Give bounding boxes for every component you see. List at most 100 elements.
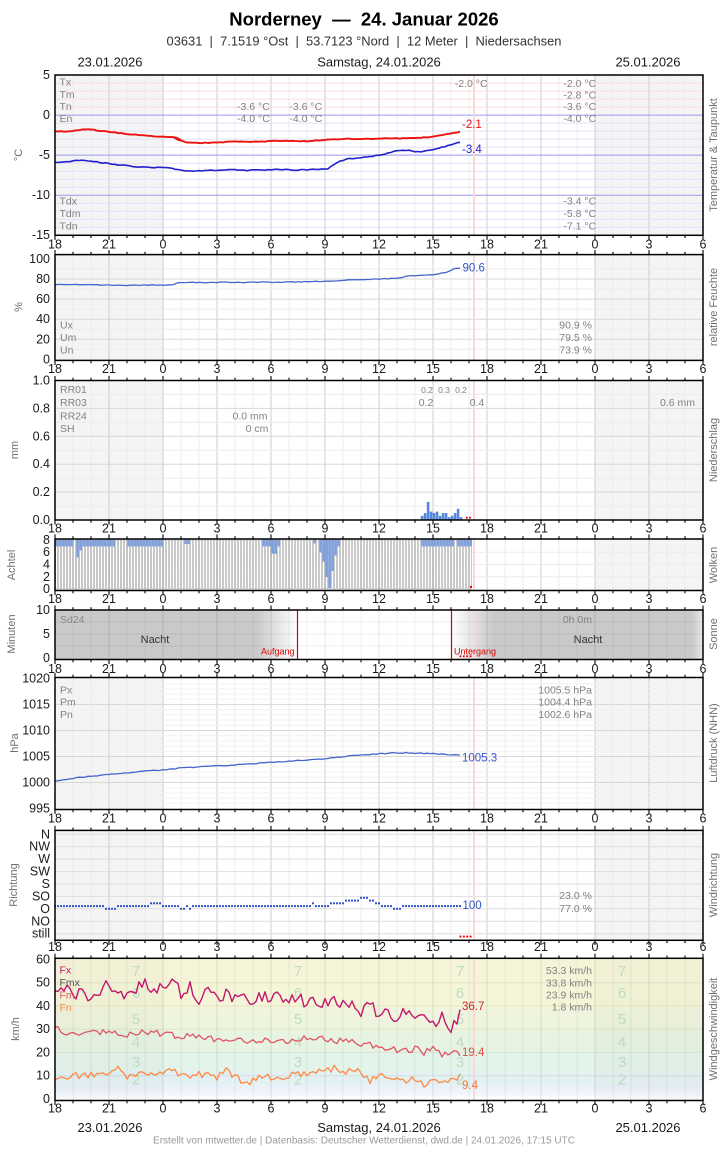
svg-text:19.4: 19.4 [462,1047,485,1059]
svg-text:Sd24: Sd24 [60,614,85,626]
svg-text:20: 20 [36,1045,50,1059]
svg-text:6: 6 [294,985,302,1002]
svg-text:23.01.2026: 23.01.2026 [77,1120,142,1135]
svg-text:3: 3 [294,1054,302,1071]
svg-text:0: 0 [160,362,167,376]
svg-text:Px: Px [60,684,73,696]
svg-text:0: 0 [160,237,167,251]
svg-text:12: 12 [372,237,386,251]
svg-text:18: 18 [480,1101,494,1115]
svg-text:SW: SW [30,865,50,879]
svg-text:0.2: 0.2 [455,385,467,395]
svg-text:0: 0 [592,1101,599,1115]
svg-text:Temperatur & Taupunkt: Temperatur & Taupunkt [708,98,720,212]
svg-text:-7.1 °C: -7.1 °C [563,220,596,232]
svg-text:N: N [41,827,50,841]
svg-text:km/h: km/h [10,1017,22,1041]
svg-text:Tm: Tm [60,89,75,101]
svg-text:53.3 km/h: 53.3 km/h [546,965,592,977]
svg-text:Windrichtung: Windrichtung [708,853,720,917]
svg-text:18: 18 [480,522,494,536]
svg-text:73.9 %: 73.9 % [559,345,592,357]
svg-text:21: 21 [534,592,548,606]
svg-text:40: 40 [36,312,50,326]
svg-text:6: 6 [618,985,626,1002]
svg-text:-5.8 °C: -5.8 °C [563,208,596,220]
svg-text:0.2: 0.2 [33,485,50,499]
svg-text:6: 6 [456,985,464,1002]
svg-text:6: 6 [268,362,275,376]
svg-text:03631 | 7.1519 °Ost | 53.7: 03631 | 7.1519 °Ost | 53.7123 °Nord | 12… [167,34,562,49]
svg-text:18: 18 [48,940,62,954]
svg-text:Tdn: Tdn [60,220,78,232]
svg-text:Tdm: Tdm [60,208,81,220]
svg-text:4: 4 [294,1034,302,1051]
svg-text:9: 9 [322,592,329,606]
svg-text:-2.0 °C: -2.0 °C [563,78,596,90]
svg-text:3: 3 [646,662,653,676]
svg-text:23.0 %: 23.0 % [559,890,592,902]
svg-text:0: 0 [592,662,599,676]
svg-text:0h 0m: 0h 0m [563,614,592,626]
svg-text:0: 0 [43,108,50,122]
svg-text:3: 3 [646,812,653,826]
svg-text:S: S [42,877,50,891]
svg-text:18: 18 [480,940,494,954]
svg-text:En: En [60,113,73,125]
svg-text:10: 10 [36,603,50,617]
svg-text:21: 21 [102,592,116,606]
svg-text:21: 21 [534,662,548,676]
svg-text:0: 0 [592,237,599,251]
svg-text:1020: 1020 [22,672,50,686]
svg-text:0.6: 0.6 [33,429,50,443]
svg-text:Pn: Pn [60,709,73,721]
svg-text:15: 15 [426,362,440,376]
svg-text:-3.6 °C: -3.6 °C [237,101,270,113]
svg-text:9.4: 9.4 [462,1080,479,1092]
svg-text:0: 0 [160,940,167,954]
svg-text:5: 5 [132,1011,140,1028]
svg-text:90.6: 90.6 [463,263,485,275]
svg-text:Wolken: Wolken [708,547,720,583]
svg-text:6: 6 [43,545,50,559]
svg-text:6: 6 [268,592,275,606]
svg-text:2: 2 [132,1072,140,1089]
svg-text:12: 12 [372,592,386,606]
svg-text:6: 6 [268,940,275,954]
svg-text:2: 2 [294,1072,302,1089]
svg-text:0: 0 [160,812,167,826]
svg-text:6: 6 [700,940,707,954]
svg-text:Tn: Tn [60,101,72,113]
svg-text:Fn: Fn [60,1002,72,1014]
svg-text:0 cm: 0 cm [246,423,269,435]
svg-text:0: 0 [592,592,599,606]
svg-text:-2.1: -2.1 [462,119,482,131]
svg-text:Norderney — 24. Januar 2026: Norderney — 24. Januar 2026 [229,9,498,30]
svg-text:9: 9 [322,812,329,826]
svg-text:79.5 %: 79.5 % [559,332,592,344]
svg-text:21: 21 [534,362,548,376]
svg-text:Windgeschwindigkeit: Windgeschwindigkeit [708,978,720,1081]
svg-text:6: 6 [700,237,707,251]
svg-text:12: 12 [372,662,386,676]
svg-text:Samstag, 24.01.2026: Samstag, 24.01.2026 [317,1120,441,1135]
svg-text:Tdx: Tdx [60,196,78,208]
svg-text:15: 15 [426,940,440,954]
svg-text:6: 6 [700,592,707,606]
svg-text:Sonne: Sonne [708,618,720,650]
svg-text:18: 18 [48,362,62,376]
svg-text:0.2: 0.2 [421,385,433,395]
svg-text:2: 2 [43,570,50,584]
svg-text:5: 5 [294,1011,302,1028]
svg-text:-3.4 °C: -3.4 °C [563,196,596,208]
svg-text:23.9 km/h: 23.9 km/h [546,989,592,1001]
svg-text:3: 3 [646,362,653,376]
svg-text:RR01: RR01 [60,384,87,396]
svg-text:0.0: 0.0 [33,513,50,527]
svg-text:0: 0 [160,522,167,536]
svg-text:6: 6 [268,812,275,826]
svg-text:90.9 %: 90.9 % [559,319,592,331]
svg-text:23.01.2026: 23.01.2026 [77,55,142,70]
svg-text:12: 12 [372,940,386,954]
svg-text:12: 12 [372,1101,386,1115]
